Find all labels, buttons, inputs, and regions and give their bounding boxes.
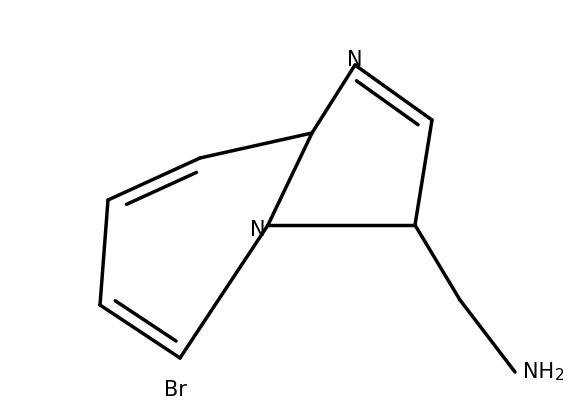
Text: N: N (250, 220, 266, 240)
Text: N: N (347, 50, 363, 70)
Text: Br: Br (164, 380, 187, 400)
Text: 2: 2 (555, 369, 565, 384)
Text: NH: NH (523, 362, 554, 382)
